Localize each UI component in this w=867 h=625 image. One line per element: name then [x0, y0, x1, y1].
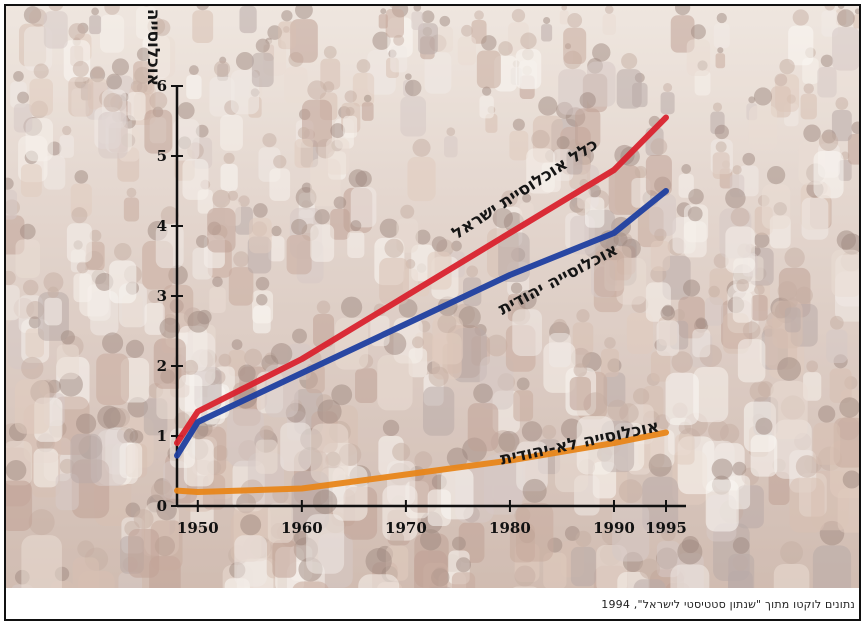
x-tick-label-1960: 1960 — [281, 519, 323, 537]
y-tick-label-2: 2 — [157, 357, 167, 375]
chart-series-lines — [174, 114, 669, 495]
source-caption: נתונים לוקטו מתוך "שנתון סטטיסטי לישראל"… — [601, 598, 855, 611]
x-tick-label-1950: 1950 — [177, 519, 219, 537]
x-tick-label-1990: 1990 — [593, 519, 635, 537]
series-label-jewish: אוכלוסייה יהודית — [495, 240, 621, 320]
y-tick-label-3: 3 — [157, 287, 167, 305]
series-line-jewish — [174, 188, 669, 459]
y-tick-label-1: 1 — [157, 427, 167, 445]
y-tick-label-4: 4 — [157, 217, 167, 235]
series-line-non-jewish — [174, 429, 669, 495]
x-tick-label-1980: 1980 — [489, 519, 531, 537]
chart-ticks: 0 1 2 3 4 5 6 1950 1960 1970 1980 1990 1995 — [157, 77, 687, 537]
y-axis-title: אוכלוסייה במיליונים — [143, 6, 163, 86]
crowd-photo-background: 0 1 2 3 4 5 6 1950 1960 1970 1980 1990 1995 אוכלוסיי… — [6, 6, 859, 588]
population-chart: 0 1 2 3 4 5 6 1950 1960 1970 1980 1990 1995 אוכלוסיי… — [143, 6, 687, 537]
series-line-total — [174, 114, 669, 446]
y-tick-label-0: 0 — [157, 497, 167, 515]
series-label-non-jewish: אוכלוסייה לא-יהודית — [498, 416, 661, 469]
y-tick-label-5: 5 — [157, 147, 167, 165]
x-tick-label-1995: 1995 — [645, 519, 687, 537]
x-tick-label-1970: 1970 — [385, 519, 427, 537]
y-tick-label-6: 6 — [157, 77, 167, 95]
